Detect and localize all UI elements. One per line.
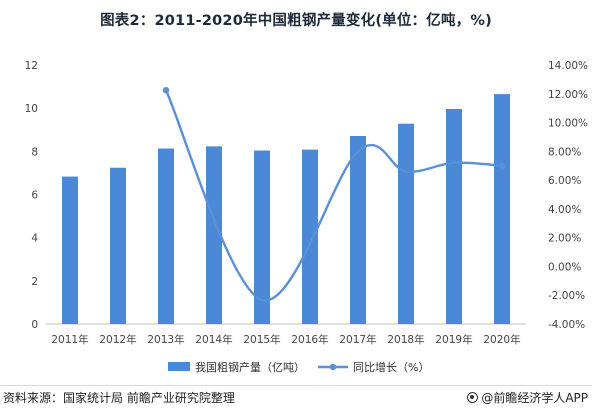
left-axis-tick-label: 4 bbox=[31, 233, 38, 245]
left-axis-tick-label: 10 bbox=[25, 103, 38, 115]
bar-mark bbox=[350, 136, 366, 324]
right-axis-tick-label: -4.00% bbox=[548, 319, 585, 331]
bar-mark bbox=[62, 176, 78, 324]
x-axis-tick-label: 2020年 bbox=[483, 333, 520, 346]
bar-mark bbox=[446, 109, 462, 324]
footer-divider bbox=[0, 385, 592, 386]
x-axis-tick-label: 2011年 bbox=[51, 333, 88, 346]
axis-layer: 0 2 4 6 8 10 12 -4.00% -2.00% 0.00% 2.00% 4.00% 6.00… bbox=[25, 60, 588, 346]
bar-mark bbox=[110, 167, 126, 324]
legend-bar-label: 我国粗钢产量（亿吨） bbox=[195, 360, 305, 374]
right-axis-tick-label: 8.00% bbox=[548, 146, 581, 158]
x-axis-tick-label: 2014年 bbox=[195, 333, 232, 346]
legend-line-marker bbox=[329, 363, 337, 371]
legend: 我国粗钢产量（亿吨） 同比增长（%） bbox=[168, 360, 429, 374]
legend-bar-swatch bbox=[168, 362, 190, 371]
bar-mark bbox=[158, 148, 174, 324]
right-axis-tick-label: 0.00% bbox=[548, 261, 581, 273]
chart-title: 图表2：2011-2020年中国粗钢产量变化(单位：亿吨，%) bbox=[100, 13, 492, 29]
bar-series bbox=[62, 94, 510, 324]
right-axis-tick-label: 14.00% bbox=[548, 60, 588, 72]
bar-mark bbox=[254, 150, 270, 324]
right-axis-tick-label: 6.00% bbox=[548, 175, 581, 187]
x-axis-tick-label: 2019年 bbox=[435, 333, 472, 346]
right-axis-tick-label: -2.00% bbox=[548, 290, 585, 302]
brand-text: @前瞻经济学人APP bbox=[481, 391, 588, 405]
source-note: 资料来源：国家统计局 前瞻产业研究院整理 bbox=[3, 391, 235, 405]
bar-mark bbox=[302, 149, 318, 324]
line-point bbox=[162, 86, 170, 94]
right-axis-tick-label: 4.00% bbox=[548, 204, 581, 216]
x-axis-tick-label: 2015年 bbox=[243, 333, 280, 346]
left-axis-tick-label: 12 bbox=[25, 60, 38, 72]
line-point bbox=[498, 162, 506, 169]
bar-mark bbox=[398, 123, 414, 324]
bar-mark bbox=[206, 146, 222, 324]
bar-mark bbox=[494, 94, 510, 324]
x-axis-tick-label: 2012年 bbox=[99, 333, 136, 346]
right-axis-tick-label: 2.00% bbox=[548, 233, 581, 245]
brand-credit: @前瞻经济学人APP bbox=[467, 389, 588, 406]
left-axis-tick-label: 2 bbox=[31, 276, 38, 288]
right-axis-tick-label: 12.00% bbox=[548, 89, 588, 101]
x-axis-tick-label: 2016年 bbox=[291, 333, 328, 346]
left-axis-tick-label: 8 bbox=[31, 146, 38, 158]
brand-logo-icon bbox=[467, 392, 479, 403]
right-axis-tick-label: 10.00% bbox=[548, 118, 588, 130]
line-series bbox=[162, 86, 506, 302]
x-axis-tick-label: 2017年 bbox=[339, 333, 376, 346]
left-axis-tick-label: 6 bbox=[31, 190, 38, 202]
x-axis-tick-label: 2018年 bbox=[387, 333, 424, 346]
legend-line-label: 同比增长（%） bbox=[353, 360, 429, 374]
x-axis-tick-label: 2013年 bbox=[147, 333, 184, 346]
left-axis-tick-label: 0 bbox=[31, 319, 38, 331]
growth-line bbox=[164, 89, 503, 302]
